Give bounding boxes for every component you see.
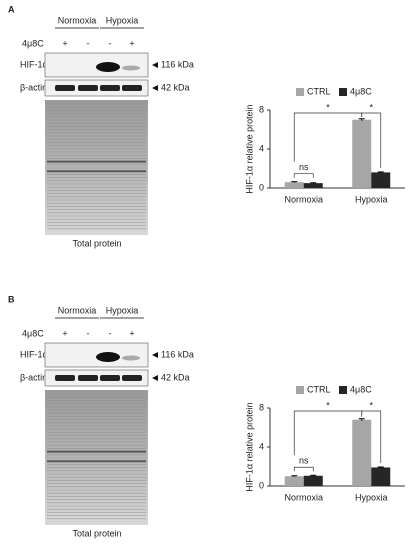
treatment-sign: - xyxy=(109,328,112,338)
y-tick-label: 4 xyxy=(259,441,264,451)
condition-label: Hypoxia xyxy=(106,305,139,315)
y-tick-label: 8 xyxy=(259,104,264,114)
y-tick-label: 0 xyxy=(259,480,264,490)
blot-strip xyxy=(44,52,149,78)
size-label: 116 kDa xyxy=(161,59,194,69)
x-tick-label: Normoxia xyxy=(284,194,323,204)
row-label: β-actin xyxy=(20,82,47,92)
bracket xyxy=(361,410,382,463)
bar xyxy=(303,475,323,486)
band xyxy=(96,62,120,72)
panel-label: B xyxy=(8,294,15,304)
x-tick-label: Hypoxia xyxy=(355,492,388,502)
treatment-sign: + xyxy=(62,328,67,338)
band xyxy=(122,355,140,361)
gel-caption: Total protein xyxy=(72,238,121,248)
panel-label: A xyxy=(8,4,15,14)
annotation: ns xyxy=(299,456,309,466)
band xyxy=(100,375,120,381)
treatment-sign: + xyxy=(62,38,67,48)
bracket xyxy=(293,410,363,456)
treatment-sign: - xyxy=(109,38,112,48)
gel-caption: Total protein xyxy=(72,528,121,538)
y-tick-label: 0 xyxy=(259,182,264,192)
arrow xyxy=(152,62,158,68)
y-tick-label: 4 xyxy=(259,143,264,153)
bar xyxy=(284,182,304,188)
bracket xyxy=(293,466,314,472)
bar xyxy=(352,119,372,188)
condition-label: Normoxia xyxy=(58,15,97,25)
treatment-sign: - xyxy=(87,328,90,338)
legend-swatch xyxy=(296,88,304,96)
arrow xyxy=(152,352,158,358)
x-tick-label: Normoxia xyxy=(284,492,323,502)
bracket xyxy=(293,173,314,178)
band xyxy=(122,85,142,91)
legend-swatch xyxy=(296,386,304,394)
bar xyxy=(371,467,391,486)
y-axis-label: HIF-1α relative protein xyxy=(244,104,254,193)
bracket xyxy=(293,112,363,162)
treatment-label: 4μ8C xyxy=(22,38,44,48)
legend-label: CTRL xyxy=(307,384,331,394)
bar xyxy=(284,476,304,486)
band xyxy=(96,352,120,362)
size-label: 116 kDa xyxy=(161,349,194,359)
band xyxy=(100,85,120,91)
treatment-label: 4μ8C xyxy=(22,328,44,338)
bar xyxy=(303,183,323,188)
legend-swatch xyxy=(339,88,347,96)
annotation: * xyxy=(369,400,373,410)
annotation: * xyxy=(369,102,373,112)
condition-label: Normoxia xyxy=(58,305,97,315)
treatment-sign: - xyxy=(87,38,90,48)
legend-label: 4μ8C xyxy=(350,86,372,96)
condition-label: Hypoxia xyxy=(106,15,139,25)
band xyxy=(55,375,75,381)
size-label: 42 kDa xyxy=(161,82,190,92)
row-label: HIF-1α xyxy=(20,349,48,359)
legend-label: CTRL xyxy=(307,86,331,96)
row-label: β-actin xyxy=(20,372,47,382)
arrow xyxy=(152,375,158,381)
bar xyxy=(371,172,391,188)
legend-swatch xyxy=(339,386,347,394)
y-axis-label: HIF-1α relative protein xyxy=(244,402,254,491)
treatment-sign: + xyxy=(129,38,134,48)
band xyxy=(122,65,140,71)
band xyxy=(78,375,98,381)
arrow xyxy=(152,85,158,91)
band xyxy=(55,85,75,91)
blot-strip xyxy=(44,342,149,368)
size-label: 42 kDa xyxy=(161,372,190,382)
y-tick-label: 8 xyxy=(259,402,264,412)
annotation: ns xyxy=(299,162,309,172)
treatment-sign: + xyxy=(129,328,134,338)
legend-label: 4μ8C xyxy=(350,384,372,394)
row-label: HIF-1α xyxy=(20,59,48,69)
annotation: * xyxy=(326,400,330,410)
band xyxy=(122,375,142,381)
x-tick-label: Hypoxia xyxy=(355,194,388,204)
band xyxy=(78,85,98,91)
bar xyxy=(352,419,372,486)
bracket xyxy=(361,112,382,168)
annotation: * xyxy=(326,102,330,112)
